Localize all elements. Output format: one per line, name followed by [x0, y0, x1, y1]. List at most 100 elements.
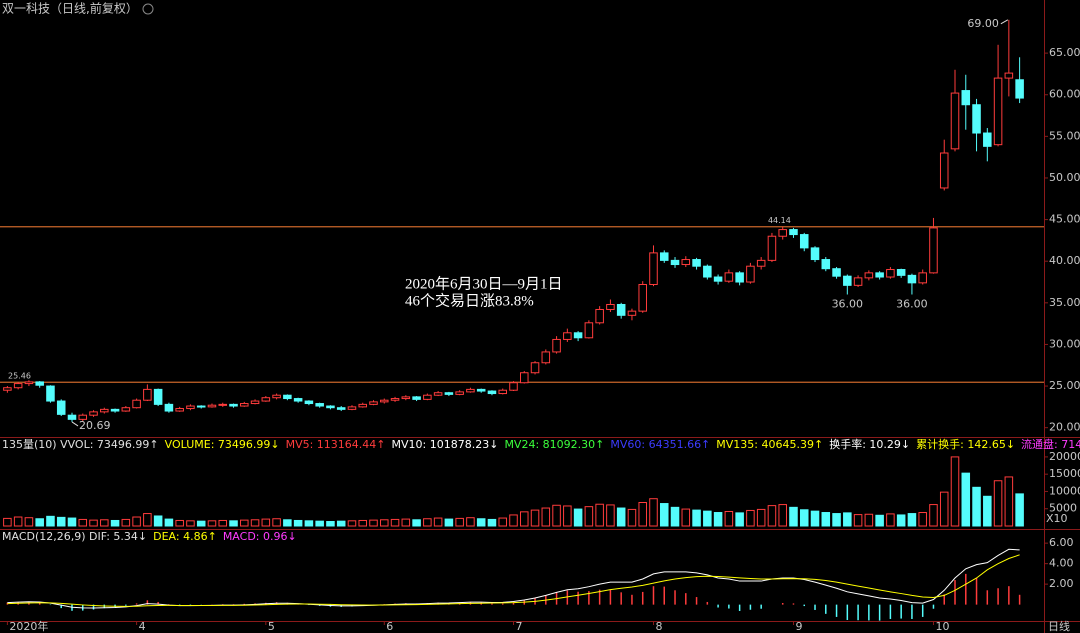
candle-body: [638, 284, 647, 312]
extreme-label: 69.00: [967, 17, 999, 30]
header-item: 流通盘: 714183: [1021, 437, 1080, 451]
macd-line: [7, 554, 1020, 607]
volume-bar: [423, 518, 432, 527]
candle-body: [283, 394, 292, 400]
header-item: MACD: 0.96↓: [223, 530, 297, 543]
volume-bar: [864, 513, 874, 527]
candle-body: [616, 303, 626, 316]
y-tick-label: 20000: [1049, 450, 1080, 463]
volume-bar: [584, 506, 594, 527]
volume-bar: [3, 517, 12, 527]
volume-bar: [789, 506, 798, 527]
header-item: 换手率: 10.29↓: [829, 437, 910, 451]
candle-body: [627, 310, 637, 316]
volume-bar: [972, 486, 981, 527]
candle-body: [519, 372, 529, 384]
volume-bar: [886, 513, 895, 527]
candle-body: [423, 394, 432, 400]
volume-bar: [121, 518, 131, 527]
extreme-label: 36.00: [832, 298, 864, 311]
volume-bar: [326, 521, 335, 527]
volume-bar: [929, 504, 938, 527]
settings-icon[interactable]: [142, 3, 154, 15]
y-tick-label: 2.00: [1049, 577, 1074, 590]
candle-body: [46, 385, 55, 402]
volume-bar: [175, 519, 184, 527]
volume-bar: [896, 514, 906, 527]
volume-bar: [552, 504, 561, 527]
y-tick-label: 20.00: [1049, 421, 1080, 434]
candle-body: [67, 414, 77, 420]
header-item: MACD(12,26,9) DIF: 5.34↓: [2, 530, 147, 543]
candle-body: [864, 272, 874, 279]
y-tick-label: 65.00: [1049, 46, 1080, 59]
volume-bar: [950, 456, 960, 527]
candle-body: [746, 265, 755, 283]
volume-bar: [595, 503, 604, 527]
candle-body: [153, 388, 163, 405]
volume-unit: X10: [1046, 512, 1068, 525]
candle-body: [207, 404, 217, 408]
candle-body: [186, 405, 195, 410]
volume-bar: [13, 516, 23, 527]
label-pointer: [71, 421, 79, 427]
header-item: MV24: 81092.30↑: [504, 438, 604, 451]
annotation: 2020年6月30日—9月1日: [405, 275, 563, 292]
candle-body: [229, 403, 238, 407]
volume-bar: [907, 513, 917, 527]
candle-body: [476, 388, 486, 392]
candle-body: [896, 269, 906, 276]
candle-body: [498, 389, 508, 395]
volume-bar: [573, 508, 583, 527]
candle-body: [380, 399, 389, 403]
volume-bar: [229, 520, 238, 527]
candle-body: [24, 381, 34, 385]
x-tick-label: 2020年: [9, 619, 48, 633]
header-item: VOLUME: 73496.99↓: [165, 438, 280, 451]
candle-body: [35, 381, 44, 386]
candle-body: [606, 303, 615, 310]
candle-body: [401, 396, 411, 400]
y-tick-label: 45.00: [1049, 213, 1080, 226]
candle-body: [735, 272, 744, 283]
candle-body: [983, 132, 992, 147]
volume-bar: [196, 520, 206, 527]
volume-bar: [67, 517, 77, 527]
volume-bar: [756, 508, 766, 527]
y-tick-label: 55.00: [1049, 129, 1080, 142]
y-tick-label: 4.00: [1049, 557, 1074, 570]
candle-body: [853, 277, 863, 286]
volume-bar: [369, 519, 378, 527]
volume-bar: [724, 510, 734, 527]
candle-body: [843, 275, 852, 286]
indicator-header: 135量(10) VVOL: 73496.99↑ VOLUME: 73496.99…: [2, 437, 1080, 451]
volume-bar: [46, 515, 55, 527]
extreme-label: 20.69: [79, 419, 111, 432]
volume-bar: [616, 507, 626, 527]
volume-bar: [606, 504, 615, 527]
volume-bar: [821, 512, 831, 527]
candle-body: [293, 398, 303, 402]
volume-bar: [207, 520, 217, 527]
volume-bar: [380, 519, 389, 527]
candle-body: [455, 391, 464, 395]
volume-bar: [444, 518, 454, 527]
volume-bar: [240, 519, 249, 527]
volume-bar: [466, 517, 475, 527]
candle-body: [1015, 79, 1024, 99]
volume-bar: [993, 480, 1003, 527]
volume-bar: [778, 504, 787, 527]
volume-bar: [293, 519, 303, 527]
candle-body: [778, 229, 787, 237]
volume-bar: [89, 519, 98, 527]
y-tick-label: 60.00: [1049, 88, 1080, 101]
candle-body: [121, 407, 131, 412]
volume-bar: [703, 510, 712, 527]
header-item: MV60: 64351.66↑: [610, 438, 710, 451]
volume-bar: [713, 512, 723, 527]
volume-bar: [455, 517, 464, 527]
volume-bar: [433, 517, 443, 527]
x-tick-label: 8: [655, 620, 662, 633]
volume-bar: [100, 519, 109, 527]
header-item: 135量(10) VVOL: 73496.99↑: [2, 438, 159, 451]
